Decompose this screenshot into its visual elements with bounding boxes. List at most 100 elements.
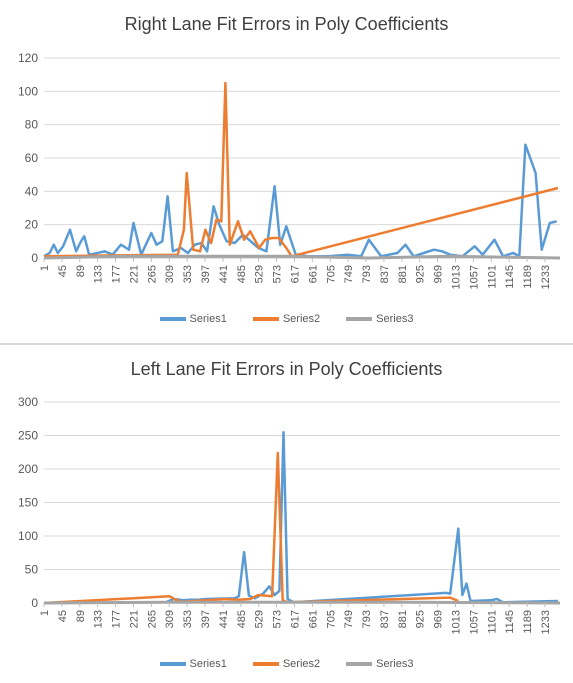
x-tick-label: 1101: [486, 610, 498, 634]
x-tick-label: 45: [57, 610, 69, 622]
series-line-1: [43, 430, 559, 605]
x-tick-label: 925: [415, 610, 427, 628]
x-tick-label: 969: [433, 610, 445, 628]
series-line-1: [43, 143, 557, 258]
x-tick-label: 793: [361, 265, 373, 283]
y-tick-label: 0: [31, 251, 38, 265]
series-line-3: [43, 254, 561, 260]
legend-label: Series2: [282, 658, 321, 670]
x-tick-label: 1: [39, 265, 51, 271]
x-tick-label: 397: [200, 610, 212, 628]
x-tick-label: 89: [75, 610, 87, 622]
y-tick-label: 200: [18, 462, 38, 476]
x-tick-label: 837: [379, 610, 391, 628]
x-tick-label: 353: [182, 265, 194, 283]
x-tick-label: 1: [39, 610, 51, 616]
y-tick-label: 20: [25, 218, 39, 232]
x-tick-label: 573: [272, 610, 284, 628]
legend-label: Series1: [189, 313, 227, 325]
legend-item-series1: Series1: [159, 313, 227, 325]
y-tick-label: 250: [18, 429, 38, 443]
x-tick-label: 529: [254, 265, 266, 283]
x-tick-label: 353: [182, 610, 194, 628]
chart-legend: Series1 Series2 Series3: [0, 313, 573, 325]
legend-swatch: [252, 662, 279, 666]
legend-item-series2: Series2: [252, 658, 321, 670]
x-tick-label: 221: [129, 265, 141, 283]
y-tick-label: 50: [25, 563, 39, 577]
x-tick-label: 925: [415, 265, 427, 283]
x-tick-label: 1233: [540, 610, 552, 634]
x-tick-label: 441: [218, 265, 230, 283]
x-tick-label: 1057: [468, 610, 480, 634]
chart-title: Left Lane Fit Errors in Poly Coefficient…: [130, 359, 443, 379]
y-tick-label: 100: [18, 84, 38, 98]
x-tick-label: 89: [75, 265, 87, 277]
chart-title: Right Lane Fit Errors in Poly Coefficien…: [124, 14, 449, 34]
legend-swatch: [346, 317, 373, 321]
x-tick-label: 573: [272, 265, 284, 283]
chart-plot: 0 20 40 60 80 100 120 1 45 89 133 177 221 265 309 353 39…: [18, 51, 561, 289]
y-tick-label: 100: [18, 529, 38, 543]
series-line-2: [43, 81, 559, 258]
x-tick-label: 1233: [540, 265, 552, 289]
x-tick-label: 221: [129, 610, 141, 628]
y-tick-label: 60: [25, 151, 39, 165]
legend-item-series3: Series3: [346, 313, 413, 325]
legend-label: Series1: [189, 658, 227, 670]
x-tick-label: 177: [111, 265, 123, 283]
x-tick-label: 749: [343, 610, 355, 628]
x-tick-label: 1013: [451, 265, 463, 289]
y-tick-label: 0: [31, 596, 38, 610]
x-tick-label: 485: [236, 265, 248, 283]
legend-item-series2: Series2: [252, 313, 321, 325]
x-tick-label: 881: [397, 265, 409, 283]
x-tick-label: 661: [307, 265, 319, 283]
x-tick-label: 265: [146, 265, 158, 283]
chart-left-lane: Left Lane Fit Errors in Poly Coefficient…: [0, 345, 573, 683]
x-tick-label: 1145: [504, 265, 516, 289]
x-tick-label: 1145: [504, 610, 516, 634]
legend-item-series3: Series3: [346, 658, 413, 670]
legend-label: Series3: [376, 313, 414, 325]
x-tick-label: 133: [93, 265, 105, 283]
x-tick-label: 705: [325, 265, 337, 283]
x-tick-label: 617: [290, 610, 302, 628]
y-tick-label: 80: [25, 118, 39, 132]
x-tick-label: 177: [111, 610, 123, 628]
x-tick-label: 749: [343, 265, 355, 283]
x-tick-label: 265: [146, 610, 158, 628]
legend-swatch: [159, 662, 186, 666]
x-tick-label: 309: [164, 610, 176, 628]
chart-divider: [0, 343, 573, 345]
y-tick-label: 120: [18, 51, 38, 65]
chart-right-lane: Right Lane Fit Errors in Poly Coefficien…: [0, 14, 573, 325]
x-tick-label: 661: [307, 610, 319, 628]
legend-swatch: [252, 317, 279, 321]
y-tick-label: 150: [18, 496, 38, 510]
x-tick-label: 133: [93, 610, 105, 628]
x-tick-label: 529: [254, 610, 266, 628]
legend-swatch: [346, 662, 373, 666]
x-tick-label: 705: [325, 610, 337, 628]
x-tick-label: 837: [379, 265, 391, 283]
y-tick-label: 40: [25, 184, 39, 198]
series-line-2: [43, 451, 459, 605]
x-tick-label: 309: [164, 265, 176, 283]
y-tick-label: 300: [18, 395, 38, 409]
x-tick-label: 397: [200, 265, 212, 283]
series-line-3: [43, 600, 561, 605]
x-tick-label: 793: [361, 610, 373, 628]
x-tick-label: 881: [397, 610, 409, 628]
legend-label: Series3: [376, 658, 414, 670]
legend-item-series1: Series1: [159, 658, 227, 670]
x-tick-label: 1013: [451, 610, 463, 634]
x-tick-label: 441: [218, 610, 230, 628]
legend-label: Series2: [282, 313, 321, 325]
x-tick-label: 969: [433, 265, 445, 283]
legend-swatch: [159, 317, 186, 321]
x-tick-label: 1101: [486, 265, 498, 289]
x-tick-label: 1189: [522, 610, 534, 634]
x-tick-label: 1057: [468, 265, 480, 289]
chart-plot: 0 50 100 150 200 250 300 1 45 89 133 177 221 265 309 35…: [18, 395, 561, 634]
